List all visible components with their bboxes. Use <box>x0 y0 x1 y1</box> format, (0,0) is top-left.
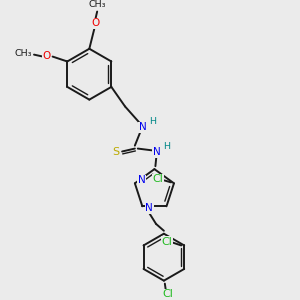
Text: N: N <box>152 148 160 158</box>
Text: N: N <box>145 203 153 213</box>
Text: CH₃: CH₃ <box>88 0 106 9</box>
Text: H: H <box>163 142 170 151</box>
Text: Cl: Cl <box>161 236 172 247</box>
Text: Cl: Cl <box>153 174 164 184</box>
Text: N: N <box>138 176 146 185</box>
Text: O: O <box>43 51 51 61</box>
Text: N: N <box>139 122 147 132</box>
Text: H: H <box>149 117 156 126</box>
Text: S: S <box>113 148 120 158</box>
Text: CH₃: CH₃ <box>14 49 32 58</box>
Text: O: O <box>91 18 99 28</box>
Text: Cl: Cl <box>162 290 173 299</box>
